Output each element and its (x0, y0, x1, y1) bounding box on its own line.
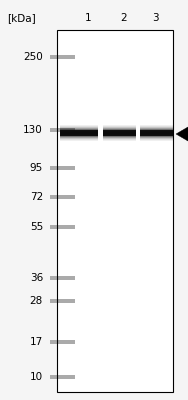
Text: 3: 3 (152, 13, 158, 23)
Text: 17: 17 (30, 337, 43, 347)
Bar (103, 128, 136, 129)
Bar (103, 127, 136, 128)
Bar (140, 127, 173, 128)
Bar (50, 299, 75, 303)
Text: [kDa]: [kDa] (8, 13, 36, 23)
Bar (103, 137, 136, 138)
Bar (140, 133, 173, 134)
Bar (103, 131, 136, 132)
Bar (103, 139, 136, 140)
Bar (60, 135, 98, 136)
Bar (50, 195, 75, 199)
Bar (60, 126, 98, 127)
Bar (60, 125, 98, 126)
Bar (50, 276, 75, 280)
Text: 36: 36 (30, 273, 43, 283)
Bar (103, 136, 136, 137)
Bar (140, 136, 173, 137)
Text: 1: 1 (85, 13, 91, 23)
Bar (103, 133, 136, 134)
Bar (60, 139, 98, 140)
Text: 130: 130 (23, 125, 43, 135)
Bar (60, 136, 98, 137)
Bar (103, 125, 136, 126)
Bar (140, 139, 173, 140)
Bar (103, 126, 136, 127)
Bar (103, 138, 136, 139)
Bar (140, 135, 173, 136)
Text: 10: 10 (30, 372, 43, 382)
Polygon shape (176, 127, 188, 141)
Bar (57, 30, 173, 392)
Bar (60, 129, 98, 130)
Bar (140, 132, 173, 133)
Bar (103, 134, 136, 135)
Text: 95: 95 (30, 163, 43, 173)
Bar (140, 138, 173, 139)
Bar (60, 132, 98, 133)
Bar (60, 137, 98, 138)
Text: 72: 72 (30, 192, 43, 202)
Bar (140, 130, 173, 131)
Text: 28: 28 (30, 296, 43, 306)
Bar (140, 126, 173, 127)
Bar (60, 133, 98, 134)
Bar (140, 131, 173, 132)
Bar (60, 131, 98, 132)
Text: 2: 2 (121, 13, 127, 23)
Bar (103, 140, 136, 141)
Bar (103, 135, 136, 136)
Bar (60, 140, 98, 141)
Text: 55: 55 (30, 222, 43, 232)
Bar (140, 137, 173, 138)
Bar (140, 140, 173, 141)
Bar (60, 134, 98, 135)
Bar (103, 132, 136, 133)
Bar (103, 130, 136, 136)
Bar (50, 55, 75, 59)
Text: 250: 250 (23, 52, 43, 62)
Bar (140, 134, 173, 135)
Bar (60, 127, 98, 128)
Bar (50, 166, 75, 170)
Bar (103, 130, 136, 131)
Bar (60, 130, 98, 131)
Bar (50, 128, 75, 132)
Bar (140, 130, 173, 136)
Bar (140, 128, 173, 129)
Bar (60, 128, 98, 129)
Bar (140, 129, 173, 130)
Bar (60, 138, 98, 139)
Bar (50, 340, 75, 344)
Bar (140, 125, 173, 126)
Bar (50, 375, 75, 379)
Bar (103, 129, 136, 130)
Bar (60, 130, 98, 136)
Bar (50, 225, 75, 229)
Bar (57, 30, 173, 392)
